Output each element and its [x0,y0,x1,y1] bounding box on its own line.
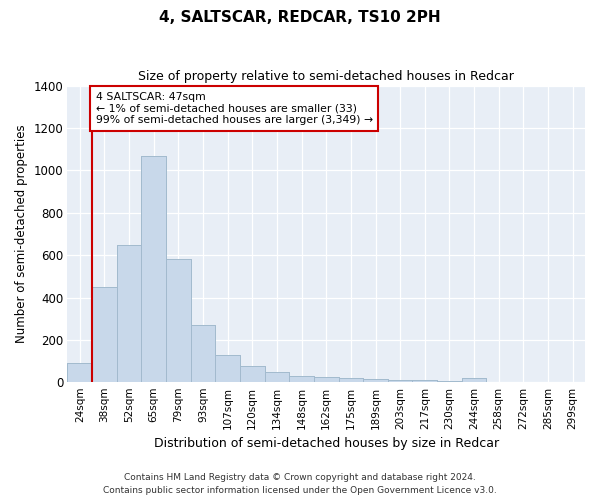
Bar [412,380,437,382]
Bar [92,287,117,382]
Bar [265,372,289,382]
Bar [462,378,487,382]
Bar [363,378,388,382]
Bar [388,380,412,382]
Bar [289,376,314,382]
Bar [142,156,166,382]
Bar [363,378,388,382]
Bar [191,325,215,382]
Bar [117,244,142,382]
Bar [215,355,240,382]
Bar [215,355,240,382]
Bar [289,376,314,382]
Bar [92,287,117,382]
X-axis label: Distribution of semi-detached houses by size in Redcar: Distribution of semi-detached houses by … [154,437,499,450]
Bar [142,156,166,382]
Bar [314,377,338,382]
Bar [166,260,191,382]
Title: Size of property relative to semi-detached houses in Redcar: Size of property relative to semi-detach… [138,70,514,83]
Bar [314,377,338,382]
Bar [338,378,363,382]
Text: 4, SALTSCAR, REDCAR, TS10 2PH: 4, SALTSCAR, REDCAR, TS10 2PH [159,10,441,25]
Bar [388,380,412,382]
Bar [338,378,363,382]
Bar [240,366,265,382]
Bar [67,364,92,382]
Bar [67,364,92,382]
Y-axis label: Number of semi-detached properties: Number of semi-detached properties [15,124,28,344]
Text: Contains HM Land Registry data © Crown copyright and database right 2024.
Contai: Contains HM Land Registry data © Crown c… [103,474,497,495]
Bar [265,372,289,382]
Bar [166,260,191,382]
Bar [191,325,215,382]
Bar [412,380,437,382]
Bar [117,244,142,382]
Bar [240,366,265,382]
Bar [462,378,487,382]
Text: 4 SALTSCAR: 47sqm
← 1% of semi-detached houses are smaller (33)
99% of semi-deta: 4 SALTSCAR: 47sqm ← 1% of semi-detached … [96,92,373,125]
